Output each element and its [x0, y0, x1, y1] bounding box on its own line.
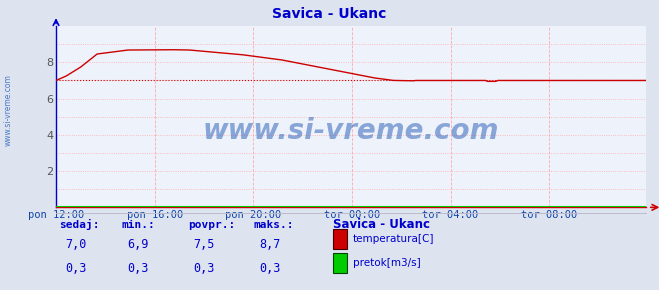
Text: 0,3: 0,3: [260, 262, 281, 275]
Text: maks.:: maks.:: [254, 220, 294, 230]
Text: sedaj:: sedaj:: [59, 219, 100, 230]
Text: min.:: min.:: [122, 220, 156, 230]
Text: Savica - Ukanc: Savica - Ukanc: [272, 7, 387, 21]
Text: 7,0: 7,0: [65, 238, 86, 251]
Text: temperatura[C]: temperatura[C]: [353, 233, 434, 244]
Text: Savica - Ukanc: Savica - Ukanc: [333, 218, 430, 231]
Text: pretok[m3/s]: pretok[m3/s]: [353, 258, 420, 268]
Text: www.si-vreme.com: www.si-vreme.com: [3, 74, 13, 146]
Text: 8,7: 8,7: [260, 238, 281, 251]
Text: 0,3: 0,3: [65, 262, 86, 275]
Text: 6,9: 6,9: [128, 238, 149, 251]
Text: povpr.:: povpr.:: [188, 220, 235, 230]
Text: 0,3: 0,3: [194, 262, 215, 275]
Text: www.si-vreme.com: www.si-vreme.com: [203, 117, 499, 145]
Text: 7,5: 7,5: [194, 238, 215, 251]
Text: 0,3: 0,3: [128, 262, 149, 275]
